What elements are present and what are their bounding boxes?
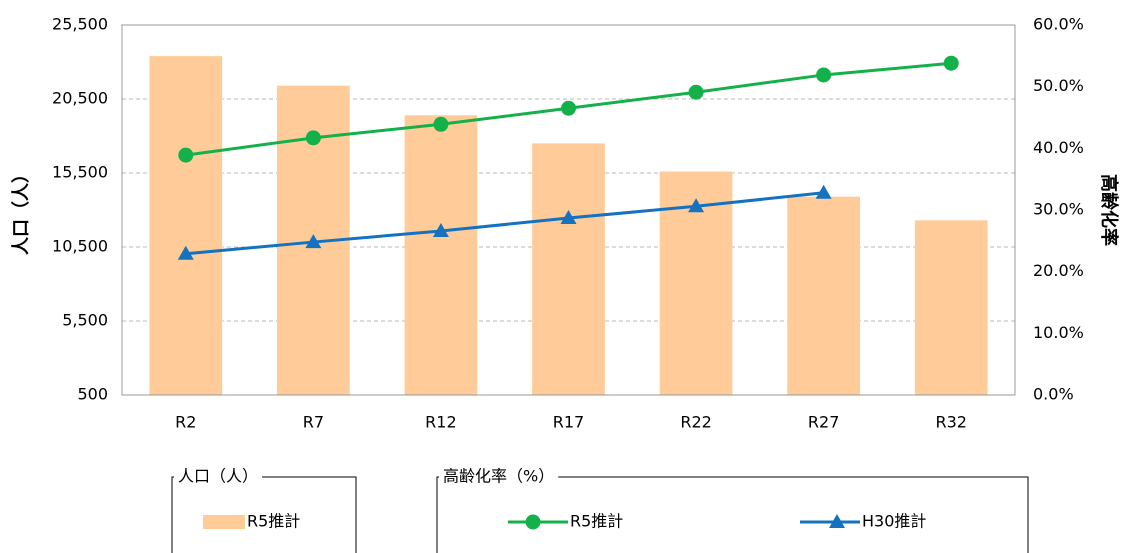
bar: [149, 56, 223, 396]
y-axis-label: 人口（人）: [11, 165, 32, 255]
bar: [914, 220, 988, 395]
legend-swatch: [203, 515, 245, 529]
x-tick-label: R7: [303, 413, 324, 432]
y-tick-label: 15,500: [52, 163, 108, 182]
y2-tick-label: 10.0%: [1033, 323, 1084, 342]
line-marker: [688, 198, 705, 213]
y2-tick-label: 40.0%: [1033, 138, 1084, 157]
legend-title-bg: [439, 474, 559, 480]
legend-label: H30推計: [862, 512, 926, 531]
y2-tick-label: 0.0%: [1033, 385, 1074, 404]
line-marker: [305, 130, 321, 146]
line-marker: [561, 100, 576, 116]
y2-tick-label: 20.0%: [1033, 261, 1084, 280]
y-tick-label: 5,500: [62, 311, 108, 330]
line-marker: [305, 234, 322, 249]
legend-title: 人口（人）: [178, 467, 258, 486]
y-tick-label: 500: [77, 385, 108, 404]
x-tick-label: R12: [425, 413, 456, 432]
y2-tick-label: 60.0%: [1033, 15, 1084, 34]
y-tick-label: 10,500: [52, 237, 108, 256]
legend-box: [436, 476, 1029, 553]
x-tick-label: R22: [680, 413, 711, 432]
y2-tick-label: 50.0%: [1033, 76, 1084, 95]
line: [185, 191, 824, 256]
legend-label: R5推計: [247, 512, 300, 531]
y-tick-label: 20,500: [52, 89, 108, 108]
line-marker: [560, 210, 577, 225]
legend-marker: [525, 514, 541, 530]
line-marker: [815, 184, 832, 199]
legend-marker: [829, 514, 845, 528]
x-tick-label: R2: [175, 413, 196, 432]
line-marker: [433, 116, 449, 132]
x-tick-label: R17: [553, 413, 584, 432]
line-marker: [432, 222, 449, 237]
legend-label: R5推計: [570, 512, 623, 531]
y-tick-label: 25,500: [52, 15, 108, 34]
legend-box: [171, 476, 357, 553]
x-tick-label: R27: [808, 413, 839, 432]
plot-border: [121, 24, 1016, 396]
x-tick-label: R32: [935, 413, 966, 432]
legend-title-bg: [174, 474, 263, 480]
line-marker: [688, 84, 704, 100]
bar: [787, 196, 861, 395]
line-marker: [816, 67, 832, 83]
legend-title: 高齢化率（%）: [443, 467, 554, 486]
bar: [532, 143, 605, 395]
y2-axis-label: 高齢化率: [1098, 174, 1120, 246]
y2-tick-label: 30.0%: [1033, 200, 1084, 219]
line-marker: [178, 147, 194, 163]
bar: [404, 115, 478, 395]
line-marker: [177, 245, 194, 260]
line-marker: [943, 55, 959, 71]
